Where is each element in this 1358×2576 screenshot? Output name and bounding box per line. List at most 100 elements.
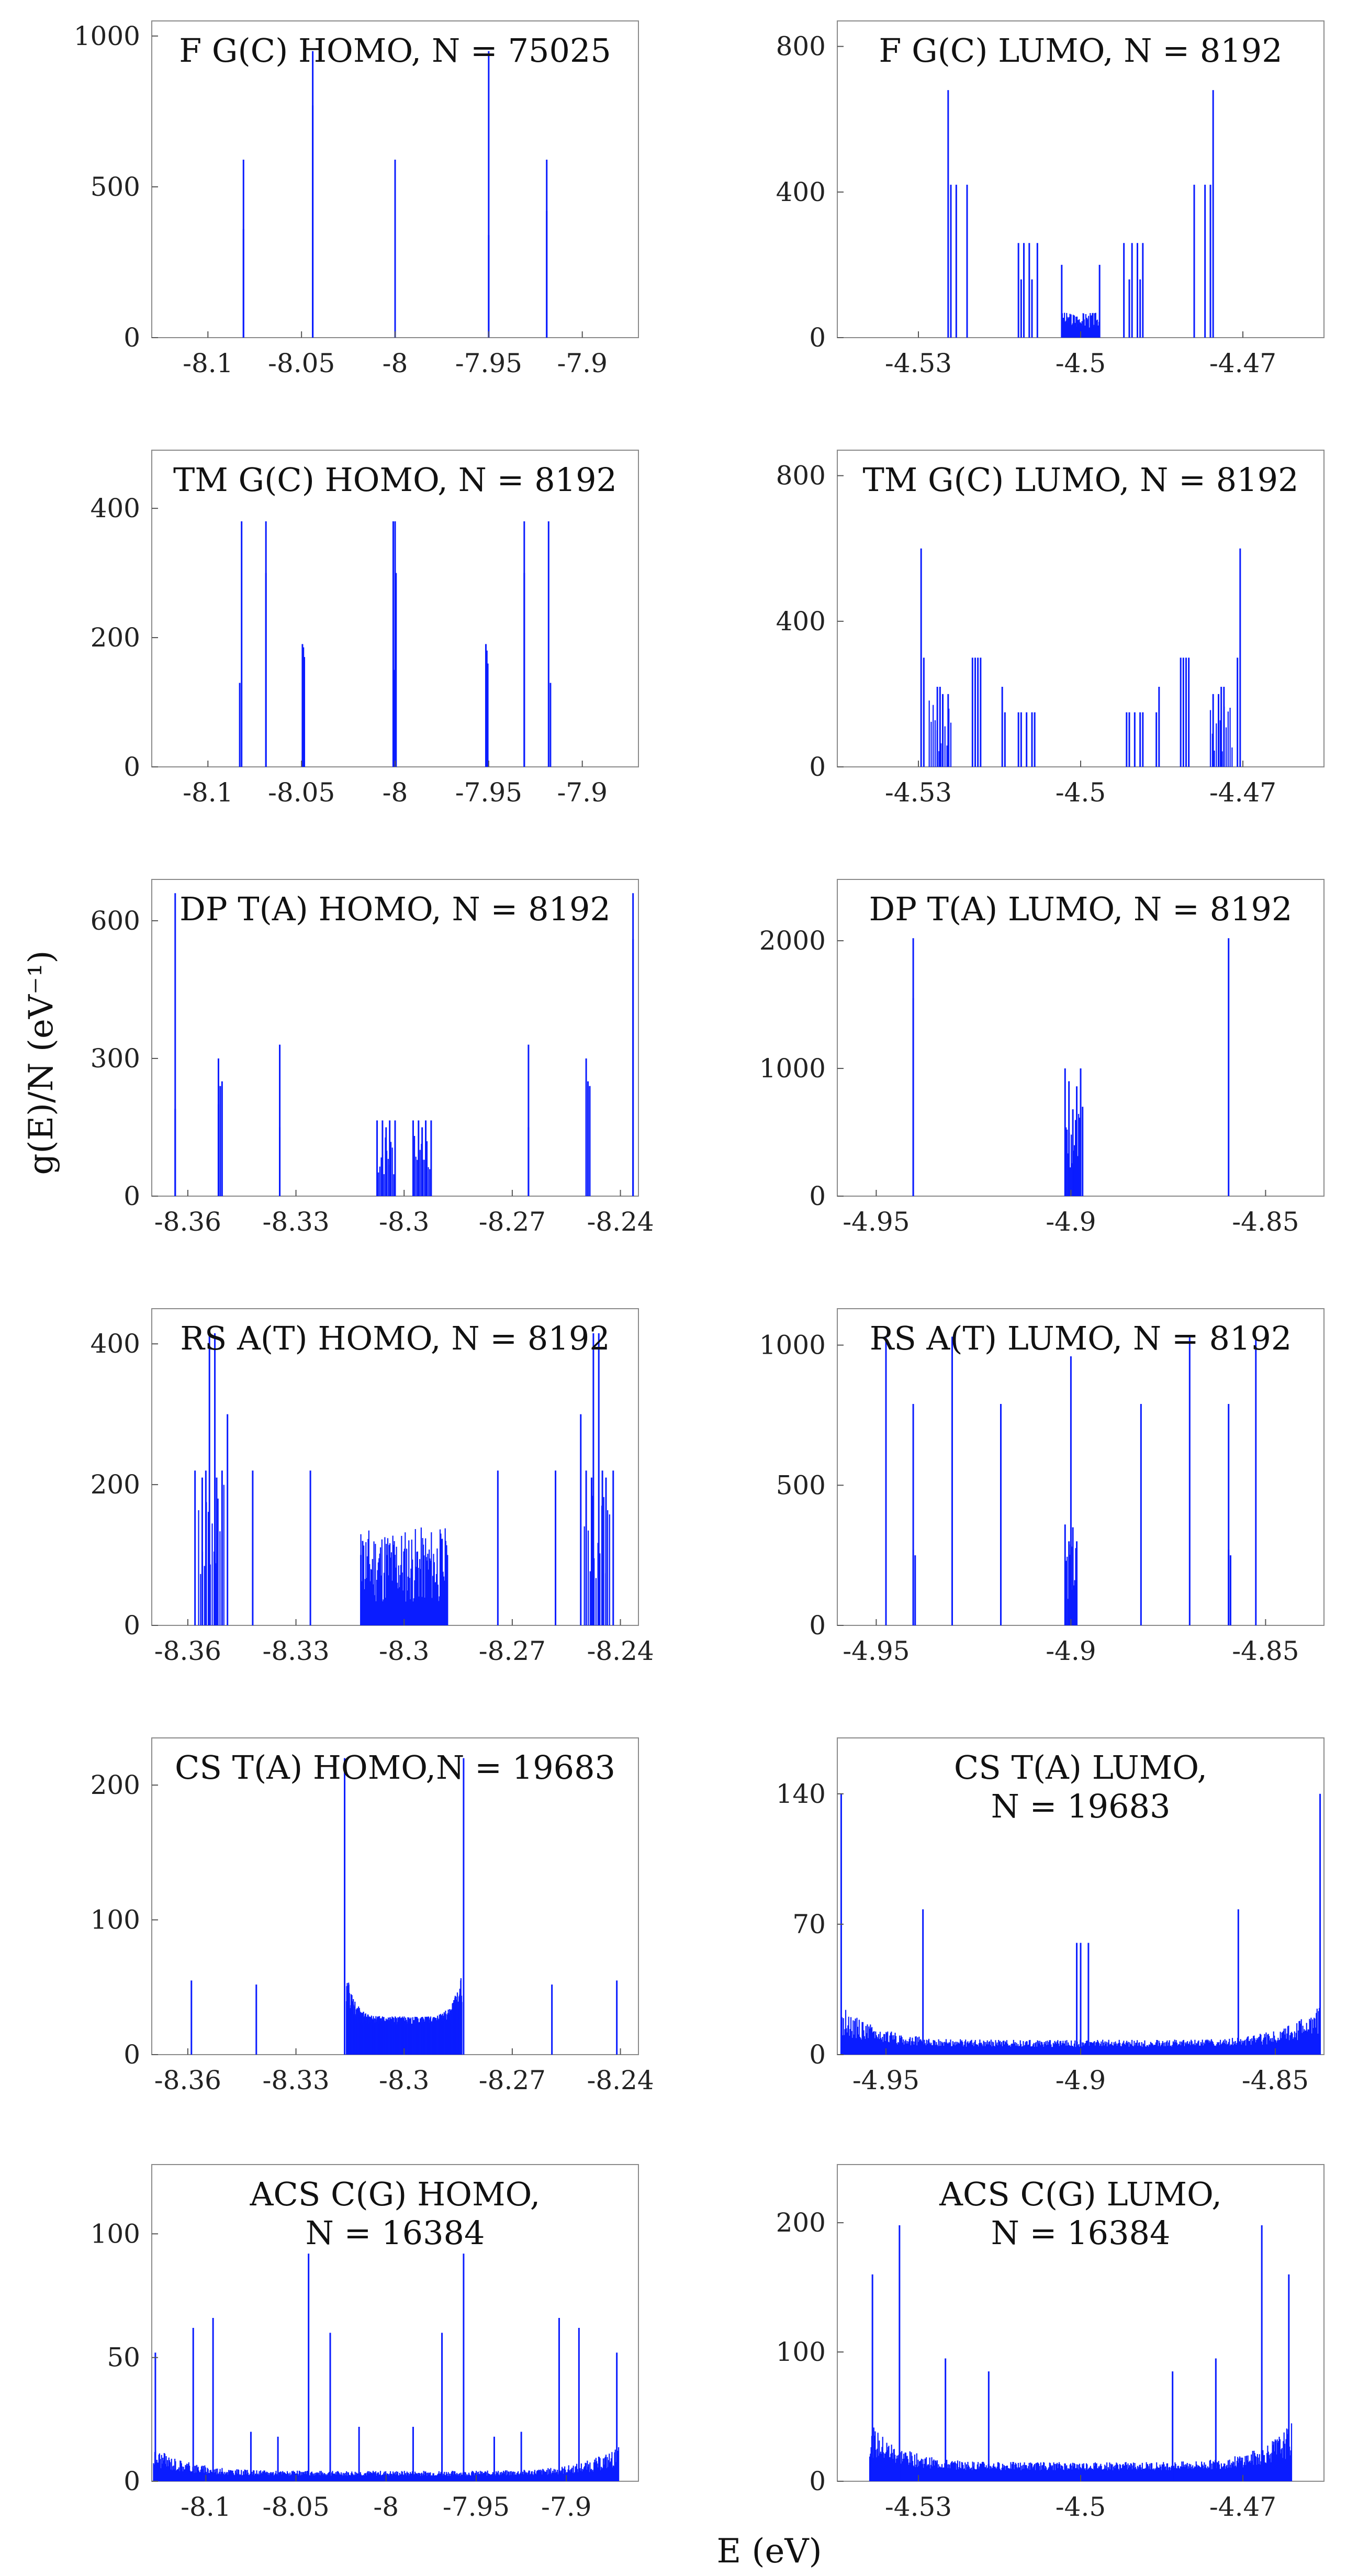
x-tick-label: -4.47: [1209, 777, 1276, 808]
panel-title: F G(C) HOMO, N = 75025: [179, 31, 611, 70]
x-tick-label: -8.36: [154, 2065, 221, 2095]
y-tick-label: 100: [776, 2337, 826, 2367]
panel-title: N = 16384: [991, 2214, 1171, 2252]
peak-cluster-1: [345, 1978, 463, 2055]
x-tick-label: -7.95: [455, 777, 522, 808]
panel-title: TM G(C) LUMO, N = 8192: [862, 461, 1298, 499]
x-tick-label: -4.95: [843, 1207, 910, 1237]
x-tick-label: -4.53: [885, 777, 952, 808]
chart-panel-2: -4.53 -4.5 -4.47 0 400 800 F G(C) LUMO, N = 81…: [776, 20, 1325, 378]
chart-panel-8: -4.95 -4.9 -4.85 0 500 1000 RS A(T) LUMO, N = …: [759, 1308, 1325, 1666]
y-tick-label: 1000: [759, 1330, 826, 1361]
chart-panel-1: -8.1 -8.05 -8 -7.95 -7.9 0 500 1000 F G(C) HOMO,…: [74, 20, 639, 378]
chart-panel-12: -4.53 -4.5 -4.47 0 100 200 ACS C(G) LUMO,N = 1…: [776, 2164, 1325, 2522]
x-tick-label: -7.95: [443, 2492, 510, 2522]
x-tick-label: -7.95: [455, 348, 522, 378]
y-tick-label: 140: [776, 1779, 826, 1809]
chart-panel-5: -8.36 -8.33 -8.3 -8.27 -8.24 0 300 600 DP T(A) H…: [91, 879, 654, 1237]
y-tick-label: 50: [107, 2343, 140, 2373]
y-tick-label: 0: [124, 752, 140, 782]
x-tick-label: -8.24: [587, 2065, 654, 2095]
plot-frame: [837, 2164, 1325, 2482]
x-tick-label: -8.1: [181, 2492, 231, 2522]
plot-frame: [837, 1308, 1325, 1626]
x-tick-label: -8.27: [479, 1636, 546, 1666]
peak-cluster-1: [869, 2423, 1293, 2481]
chart-panel-6: -4.95 -4.9 -4.85 0 1000 2000 DP T(A) LUMO, N =…: [759, 879, 1325, 1237]
y-tick-label: 200: [91, 622, 140, 653]
y-tick-label: 1000: [759, 1053, 826, 1084]
x-tick-label: -7.9: [557, 777, 607, 808]
y-tick-label: 0: [124, 322, 140, 353]
x-tick-label: -8.27: [479, 2065, 546, 2095]
x-tick-label: -8.1: [183, 777, 233, 808]
y-tick-label: 400: [776, 606, 826, 637]
panel-title: ACS C(G) HOMO,: [250, 2175, 541, 2213]
panel-title: RS A(T) HOMO, N = 8192: [180, 1319, 610, 1357]
x-tick-label: -8.27: [479, 1207, 546, 1237]
figure-xlabel: E (eV): [716, 2532, 822, 2571]
x-tick-label: -4.85: [1232, 1207, 1299, 1237]
x-tick-label: -4.5: [1056, 348, 1106, 378]
panel-title: RS A(T) LUMO, N = 8192: [870, 1319, 1292, 1357]
x-tick-label: -8.3: [379, 2065, 429, 2095]
y-tick-label: 500: [776, 1470, 826, 1500]
x-tick-label: -4.53: [885, 2492, 952, 2522]
x-tick-label: -4.5: [1056, 777, 1106, 808]
x-tick-label: -8.3: [379, 1636, 429, 1666]
plot-frame: [151, 1737, 639, 2055]
x-tick-label: -8.33: [262, 1207, 329, 1237]
x-tick-label: -7.9: [541, 2492, 591, 2522]
y-tick-label: 0: [809, 1610, 826, 1641]
x-tick-label: -4.95: [852, 2065, 919, 2095]
figure-ylabel: g(E)/N (eV⁻¹): [22, 951, 61, 1175]
panel-title: CS T(A) LUMO,: [954, 1748, 1207, 1787]
x-tick-label: -4.9: [1046, 1207, 1096, 1237]
peak-cluster-1: [840, 2008, 1321, 2055]
x-tick-label: -4.9: [1046, 1636, 1096, 1666]
y-tick-label: 200: [776, 2207, 826, 2238]
y-tick-label: 70: [792, 1909, 826, 1939]
peak-cluster-1: [153, 2447, 620, 2481]
y-tick-label: 500: [91, 172, 140, 202]
y-tick-label: 0: [124, 2039, 140, 2070]
y-tick-label: 100: [91, 1905, 140, 1935]
x-tick-label: -4.47: [1209, 348, 1276, 378]
y-tick-label: 0: [809, 2466, 826, 2496]
y-tick-label: 400: [776, 177, 826, 207]
plot-frame: [837, 450, 1325, 767]
panel-title: N = 19683: [991, 1787, 1171, 1825]
chart-panel-7: -8.36 -8.33 -8.3 -8.27 -8.24 0 200 400 RS A(T) H…: [91, 1308, 654, 1666]
x-tick-label: -4.9: [1056, 2065, 1106, 2095]
plot-frame: [151, 2164, 639, 2482]
x-tick-label: -8.05: [268, 348, 335, 378]
panel-title: DP T(A) LUMO, N = 8192: [869, 890, 1293, 928]
panel-title: ACS C(G) LUMO,: [939, 2175, 1222, 2213]
y-tick-label: 1000: [74, 21, 140, 51]
chart-panel-3: -8.1 -8.05 -8 -7.95 -7.9 0 200 400 TM G(C) HOMO,…: [91, 450, 639, 808]
x-tick-label: -4.5: [1056, 2492, 1106, 2522]
y-tick-label: 0: [809, 322, 826, 353]
peak-cluster-1: [928, 695, 952, 767]
x-tick-label: -8.1: [183, 348, 233, 378]
x-tick-label: -4.85: [1242, 2065, 1309, 2095]
panel-title: N = 16384: [306, 2214, 485, 2252]
panel-title: F G(C) LUMO, N = 8192: [879, 31, 1282, 70]
y-tick-label: 800: [776, 31, 826, 62]
x-tick-label: -8.05: [262, 2492, 329, 2522]
x-tick-label: -8.33: [262, 2065, 329, 2095]
chart-panel-11: -8.1 -8.05 -8 -7.95 -7.9 0 50 100 ACS C(G) HOMO,…: [91, 2164, 639, 2522]
x-tick-label: -7.9: [557, 348, 607, 378]
y-tick-label: 600: [91, 906, 140, 936]
y-tick-label: 800: [776, 461, 826, 491]
y-tick-label: 100: [91, 2218, 140, 2249]
y-tick-label: 0: [124, 2466, 140, 2496]
y-tick-label: 0: [809, 752, 826, 782]
y-tick-label: 2000: [759, 925, 826, 956]
y-tick-label: 0: [809, 2039, 826, 2070]
chart-panel-9: -8.36 -8.33 -8.3 -8.27 -8.24 0 100 200 CS T(A) H…: [91, 1737, 654, 2095]
x-tick-label: -8: [373, 2492, 399, 2522]
x-tick-label: -4.47: [1209, 2492, 1276, 2522]
x-tick-label: -8.05: [268, 777, 335, 808]
